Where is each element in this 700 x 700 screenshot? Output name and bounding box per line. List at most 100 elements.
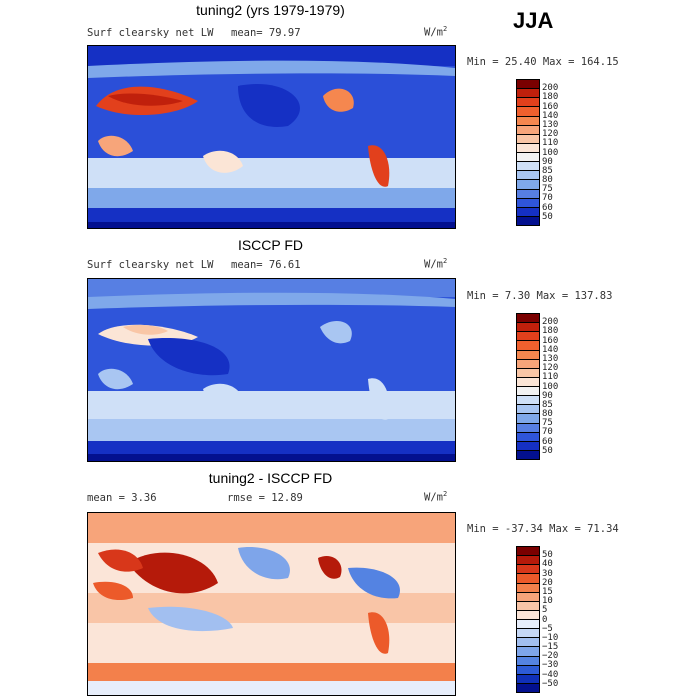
panel-2-variable: Surf clearsky net LW bbox=[87, 259, 214, 271]
colorbar-tick-label: −15 bbox=[542, 642, 559, 653]
colorbar-tick-label: 140 bbox=[542, 344, 559, 355]
colorbar-tick-label: 40 bbox=[542, 559, 553, 570]
colorbar-swatch bbox=[517, 98, 539, 108]
colorbar-swatch bbox=[517, 647, 539, 657]
colorbar-tick-label: 90 bbox=[542, 390, 553, 401]
panel-2-units: W/m2 bbox=[424, 257, 448, 271]
colorbar-swatch bbox=[517, 620, 539, 630]
panel-2-colorbar-ticks: 200 180 160 140 130 120 110 100 90 85 80 75 70 60 50 bbox=[542, 313, 582, 458]
colorbar-swatch bbox=[517, 153, 539, 163]
panel-3-map-svg bbox=[88, 513, 455, 695]
colorbar-tick-label: 130 bbox=[542, 353, 559, 364]
colorbar-tick-label: 140 bbox=[542, 110, 559, 121]
colorbar-tick-label: 100 bbox=[542, 147, 559, 158]
colorbar-swatch bbox=[517, 359, 539, 369]
colorbar-swatch bbox=[517, 180, 539, 190]
panel-3-rmse: rmse = 12.89 bbox=[227, 492, 303, 504]
colorbar-swatch bbox=[517, 143, 539, 153]
colorbar-tick-label: 20 bbox=[542, 577, 553, 588]
panel-2-mean: mean= 76.61 bbox=[231, 259, 301, 271]
colorbar-tick-label: 80 bbox=[542, 409, 553, 420]
colorbar-tick-label: 160 bbox=[542, 101, 559, 112]
colorbar-tick-label: 70 bbox=[542, 193, 553, 204]
colorbar-swatch bbox=[517, 441, 539, 451]
colorbar-tick-label: 180 bbox=[542, 326, 559, 337]
colorbar-tick-label: 120 bbox=[542, 129, 559, 140]
colorbar-tick-label: 85 bbox=[542, 165, 553, 176]
colorbar-swatch bbox=[517, 350, 539, 360]
panel-3-title: tuning2 - ISCCP FD bbox=[208, 470, 333, 486]
colorbar-tick-label: −10 bbox=[542, 632, 559, 643]
colorbar-swatch bbox=[517, 198, 539, 208]
colorbar-swatch bbox=[517, 610, 539, 620]
colorbar-swatch bbox=[517, 189, 539, 199]
colorbar-tick-label: 30 bbox=[542, 568, 553, 579]
colorbar-tick-label: 50 bbox=[542, 550, 553, 561]
colorbar-tick-label: 180 bbox=[542, 92, 559, 103]
colorbar-swatch bbox=[517, 556, 539, 566]
colorbar-tick-label: −5 bbox=[542, 623, 553, 634]
panel-2-map-svg bbox=[88, 279, 455, 461]
colorbar-swatch bbox=[517, 432, 539, 442]
colorbar-tick-label: −40 bbox=[542, 669, 559, 680]
colorbar-tick-label: 110 bbox=[542, 138, 559, 149]
panel-2-minmax: Min = 7.30 Max = 137.83 bbox=[467, 290, 613, 302]
colorbar-tick-label: 60 bbox=[542, 202, 553, 213]
panel-3-units: W/m2 bbox=[424, 490, 448, 504]
colorbar-swatch bbox=[517, 341, 539, 351]
colorbar-tick-label: −50 bbox=[542, 678, 559, 689]
colorbar-swatch bbox=[517, 656, 539, 666]
season-label: JJA bbox=[513, 8, 554, 33]
colorbar-tick-label: 100 bbox=[542, 381, 559, 392]
panel-2-colorbar bbox=[516, 313, 540, 460]
panel-1-map bbox=[87, 45, 456, 229]
colorbar-tick-label: 75 bbox=[542, 184, 553, 195]
colorbar-tick-label: 15 bbox=[542, 586, 553, 597]
panel-1-map-svg bbox=[88, 46, 455, 228]
colorbar-tick-label: 90 bbox=[542, 156, 553, 167]
panel-1-minmax: Min = 25.40 Max = 164.15 bbox=[467, 56, 619, 68]
colorbar-swatch bbox=[517, 332, 539, 342]
colorbar-swatch bbox=[517, 547, 539, 557]
colorbar-swatch bbox=[517, 134, 539, 144]
panel-1-units: W/m2 bbox=[424, 25, 448, 39]
colorbar-tick-label: 130 bbox=[542, 119, 559, 130]
colorbar-tick-label: 110 bbox=[542, 372, 559, 383]
panel-1-colorbar bbox=[516, 79, 540, 226]
colorbar-swatch bbox=[517, 601, 539, 611]
colorbar-swatch bbox=[517, 216, 539, 225]
colorbar-swatch bbox=[517, 171, 539, 181]
colorbar-tick-label: 200 bbox=[542, 317, 559, 328]
panel-1-mean: mean= 79.97 bbox=[231, 27, 301, 39]
colorbar-swatch bbox=[517, 80, 539, 90]
colorbar-tick-label: 50 bbox=[542, 211, 553, 222]
colorbar-tick-label: 10 bbox=[542, 596, 553, 607]
colorbar-tick-label: 85 bbox=[542, 399, 553, 410]
colorbar-tick-label: 200 bbox=[542, 83, 559, 94]
panel-3-mean: mean = 3.36 bbox=[87, 492, 157, 504]
colorbar-swatch bbox=[517, 450, 539, 459]
colorbar-tick-label: 75 bbox=[542, 418, 553, 429]
colorbar-swatch bbox=[517, 683, 539, 692]
colorbar-swatch bbox=[517, 323, 539, 333]
panel-3-map bbox=[87, 512, 456, 696]
colorbar-swatch bbox=[517, 107, 539, 117]
colorbar-swatch bbox=[517, 207, 539, 217]
panel-2-title: ISCCP FD bbox=[237, 237, 304, 253]
colorbar-tick-label: 120 bbox=[542, 363, 559, 374]
colorbar-tick-label: 50 bbox=[542, 445, 553, 456]
colorbar-tick-label: 5 bbox=[542, 605, 548, 616]
colorbar-swatch bbox=[517, 387, 539, 397]
colorbar-swatch bbox=[517, 116, 539, 126]
panel-3-minmax: Min = -37.34 Max = 71.34 bbox=[467, 523, 619, 535]
colorbar-tick-label: 80 bbox=[542, 175, 553, 186]
panel-2-map bbox=[87, 278, 456, 462]
colorbar-swatch bbox=[517, 583, 539, 593]
colorbar-swatch bbox=[517, 162, 539, 172]
colorbar-swatch bbox=[517, 314, 539, 324]
colorbar-swatch bbox=[517, 629, 539, 639]
colorbar-swatch bbox=[517, 674, 539, 684]
colorbar-swatch bbox=[517, 414, 539, 424]
colorbar-swatch bbox=[517, 665, 539, 675]
colorbar-tick-label: −20 bbox=[542, 651, 559, 662]
